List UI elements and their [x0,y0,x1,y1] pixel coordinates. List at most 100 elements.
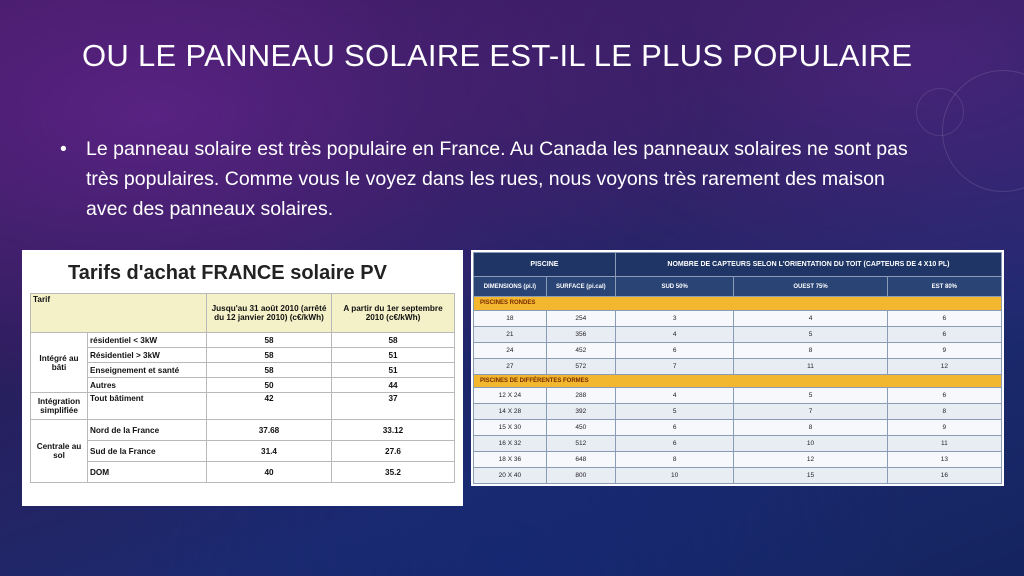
table-row: 15 X 30 450 6 8 9 [473,419,1003,437]
header-piscine: PISCINE [473,252,616,277]
cell: 10 [733,435,888,453]
piscine-table: PISCINE NOMBRE DE CAPTEURS SELON L'ORIEN… [473,252,1003,484]
cell: 4 [614,325,735,343]
cell: 254 [545,309,616,327]
cell: 6 [886,309,1003,327]
row-value: 44 [331,377,455,393]
table-row: 27 572 7 11 12 [473,357,1003,375]
header-col2: A partir du 1er septembre 2010 (c€/kWh) [331,293,455,333]
row-value: 50 [206,377,332,393]
header-tarif: Tarif [30,293,207,333]
cell: 13 [886,451,1003,468]
table-row: DOM 40 35.2 [31,461,455,483]
piscine-table-image: PISCINE NOMBRE DE CAPTEURS SELON L'ORIEN… [471,250,1004,486]
cell: 9 [886,341,1003,359]
bullet-text: Le panneau solaire est très populaire en… [86,138,908,220]
cell: 6 [614,341,735,359]
subheader: DIMENSIONS (pi.l) [473,276,547,297]
cell: 450 [545,419,616,437]
table-row: Centrale au sol Nord de la France 37.68 … [30,419,455,483]
cell: 452 [545,341,616,359]
cell: 20 X 40 [473,467,547,484]
cell: 10 [614,467,735,484]
row-value: 58 [206,332,332,348]
row-value: 51 [331,362,455,378]
cell: 8 [886,403,1003,421]
table-row: 18 254 3 4 6 [473,309,1003,327]
cell: 6 [886,325,1003,343]
table-row: Sud de la France 31.4 27.6 [31,440,455,462]
cell: 288 [545,387,616,405]
cell: 8 [733,341,888,359]
row-label: Résidentiel > 3kW [87,347,207,363]
cell: 21 [473,325,547,343]
row-value: 58 [331,332,455,348]
group-label: Intégré au bâti [30,332,88,393]
table-row: Intégré au bâti résidentiel < 3kW 58 58 [30,332,455,393]
cell: 14 X 28 [473,403,547,421]
table-row: 20 X 40 800 10 15 16 [473,467,1003,484]
row-value: 35.2 [331,461,455,483]
cell: 15 [733,467,888,484]
cell: 800 [545,467,616,484]
cell: 648 [545,451,616,468]
cell: 392 [545,403,616,421]
cell: 356 [545,325,616,343]
row-label: Autres [87,377,207,393]
table-row: Intégration simplifiée Tout bâtiment 42 … [30,392,455,420]
cell: 18 [473,309,547,327]
row-label: Nord de la France [87,419,207,441]
cell: 15 X 30 [473,419,547,437]
cell: 18 X 36 [473,451,547,468]
table-row: 16 X 32 512 6 10 11 [473,435,1003,453]
cell: 572 [545,357,616,375]
cell: 3 [614,309,735,327]
tarifs-table-title: Tarifs d'achat FRANCE solaire PV [68,262,387,284]
cell: 9 [886,419,1003,437]
cell: 7 [733,403,888,421]
cell: 11 [733,357,888,375]
cell: 27 [473,357,547,375]
cell: 12 [733,451,888,468]
row-label: résidentiel < 3kW [87,332,207,348]
row-label: Sud de la France [87,440,207,462]
subheader: OUEST 75% [733,276,888,297]
row-label: DOM [87,461,207,483]
section-label: PISCINES DE DIFFÉRENTES FORMES [473,373,1002,389]
header-capteurs: NOMBRE DE CAPTEURS SELON L'ORIENTATION D… [614,252,1003,277]
decorative-circle-small [916,88,964,136]
table-row: Enseignement et santé 58 51 [31,362,455,378]
cell: 6 [886,387,1003,405]
subheader: EST 80% [886,276,1003,297]
cell: 4 [733,309,888,327]
row-value: 58 [206,362,332,378]
bullet-item: • Le panneau solaire est très populaire … [60,134,920,224]
table-row: Résidentiel > 3kW 58 51 [31,347,455,363]
bullet-list: • Le panneau solaire est très populaire … [60,134,920,224]
cell: 512 [545,435,616,453]
row-value: 40 [206,461,332,483]
slide-title: OU LE PANNEAU SOLAIRE EST-IL LE PLUS POP… [82,38,913,73]
cell: 11 [886,435,1003,453]
row-value: 37 [331,392,455,420]
cell: 4 [614,387,735,405]
header-col1: Jusqu'au 31 août 2010 (arrêté du 12 janv… [206,293,332,333]
cell: 8 [614,451,735,468]
section-label: PISCINES RONDES [473,296,1002,311]
row-value: 51 [331,347,455,363]
cell: 16 [886,467,1003,484]
cell: 5 [733,325,888,343]
row-value: 31.4 [206,440,332,462]
row-value: 58 [206,347,332,363]
cell: 8 [733,419,888,437]
row-value: 37.68 [206,419,332,441]
tarifs-table-image: Tarifs d'achat FRANCE solaire PV Tarif J… [22,250,463,506]
row-value: 42 [206,392,332,420]
group-label: Centrale au sol [30,419,88,483]
row-value: 27.6 [331,440,455,462]
cell: 12 X 24 [473,387,547,405]
table-row: Autres 50 44 [31,377,455,393]
tarifs-table: Tarif Jusqu'au 31 août 2010 (arrêté du 1… [30,293,455,483]
table-row: 14 X 28 392 5 7 8 [473,403,1003,421]
row-label: Tout bâtiment [87,392,207,420]
